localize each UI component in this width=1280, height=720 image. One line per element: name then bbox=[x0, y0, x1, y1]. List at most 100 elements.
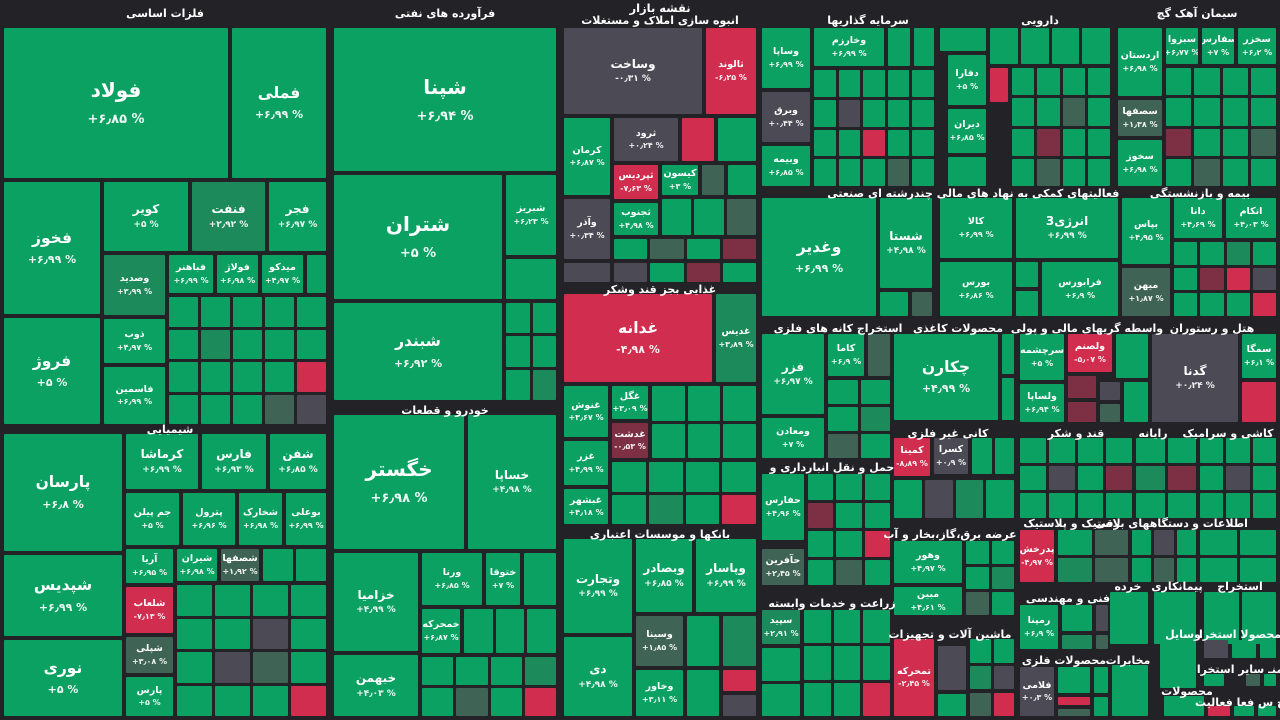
stock-tile-small[interactable] bbox=[682, 118, 714, 161]
stock-tile-small[interactable] bbox=[490, 657, 522, 685]
stock-tile-small[interactable] bbox=[1204, 592, 1239, 644]
stock-tile-small[interactable] bbox=[948, 157, 986, 186]
stock-tile-small[interactable] bbox=[201, 362, 230, 392]
stock-tile-small[interactable] bbox=[1208, 706, 1230, 716]
stock-tile[interactable]: فروژ +۵ % bbox=[4, 318, 100, 424]
stock-tile[interactable]: ولساپا +۶٫۹۴ % bbox=[1020, 384, 1064, 422]
stock-tile-small[interactable] bbox=[201, 394, 230, 424]
stock-tile-small[interactable] bbox=[994, 438, 1014, 474]
stock-tile-small[interactable] bbox=[614, 263, 648, 282]
stock-tile[interactable]: وتجارت +۶٫۹۹ % bbox=[564, 539, 632, 633]
stock-tile-small[interactable] bbox=[1250, 98, 1276, 126]
stock-tile-small[interactable] bbox=[993, 639, 1014, 663]
stock-tile-small[interactable] bbox=[887, 99, 910, 127]
stock-tile-small[interactable] bbox=[912, 99, 934, 127]
stock-tile-small[interactable] bbox=[912, 70, 934, 97]
stock-tile-small[interactable] bbox=[1174, 267, 1198, 291]
stock-tile-small[interactable] bbox=[912, 129, 934, 157]
stock-tile-small[interactable] bbox=[723, 386, 756, 421]
stock-tile[interactable]: سصفها +۱٫۳۸ % bbox=[1118, 100, 1162, 136]
stock-tile-small[interactable] bbox=[1166, 98, 1192, 126]
stock-tile-small[interactable] bbox=[838, 129, 861, 157]
stock-tile-small[interactable] bbox=[297, 362, 326, 392]
stock-tile-small[interactable] bbox=[966, 566, 989, 590]
stock-tile[interactable]: سخوز +۶٫۹۸ % bbox=[1118, 140, 1162, 186]
stock-tile-small[interactable] bbox=[722, 263, 756, 282]
stock-tile-small[interactable] bbox=[215, 585, 250, 616]
stock-tile-small[interactable] bbox=[863, 129, 885, 157]
stock-tile[interactable]: دیران +۶٫۸۵ % bbox=[948, 109, 986, 153]
stock-tile-small[interactable] bbox=[177, 585, 212, 616]
stock-tile-small[interactable] bbox=[253, 618, 288, 649]
stock-tile-small[interactable] bbox=[1087, 68, 1110, 96]
stock-tile[interactable]: دی +۴٫۹۸ % bbox=[564, 637, 632, 716]
stock-tile[interactable]: وصدید +۳٫۹۹ % bbox=[104, 255, 165, 315]
stock-tile-small[interactable] bbox=[887, 70, 910, 97]
stock-tile[interactable]: شیران +۶٫۹۸ % bbox=[177, 549, 217, 581]
stock-tile-small[interactable] bbox=[1241, 592, 1276, 644]
stock-tile[interactable]: کرمان +۶٫۸۷ % bbox=[564, 118, 610, 195]
stock-tile-small[interactable] bbox=[1037, 68, 1060, 96]
stock-tile-small[interactable] bbox=[1166, 68, 1192, 96]
stock-tile-small[interactable] bbox=[265, 394, 294, 424]
stock-tile-small[interactable] bbox=[1250, 128, 1276, 156]
stock-tile-small[interactable] bbox=[938, 694, 966, 716]
stock-tile-small[interactable] bbox=[1252, 293, 1276, 316]
stock-tile[interactable]: بوعلی +۶٫۹۹ % bbox=[286, 493, 326, 545]
stock-tile-small[interactable] bbox=[506, 259, 556, 299]
stock-tile[interactable]: فرابورس +۶٫۹ % bbox=[1042, 262, 1118, 316]
stock-tile-small[interactable] bbox=[1012, 68, 1035, 96]
stock-tile-small[interactable] bbox=[215, 685, 250, 716]
stock-tile-small[interactable] bbox=[1020, 28, 1049, 64]
stock-tile-small[interactable] bbox=[836, 559, 862, 585]
stock-tile[interactable]: فباهنر +۶٫۹۹ % bbox=[169, 255, 213, 293]
stock-tile-small[interactable] bbox=[1258, 706, 1276, 716]
stock-tile-small[interactable] bbox=[1087, 98, 1110, 126]
stock-tile-small[interactable] bbox=[464, 609, 493, 653]
stock-tile[interactable]: وپاسار +۶٫۹۹ % bbox=[696, 539, 756, 612]
stock-tile-small[interactable] bbox=[506, 303, 530, 334]
stock-tile-small[interactable] bbox=[1252, 242, 1276, 265]
stock-tile-small[interactable] bbox=[990, 28, 1018, 64]
stock-tile[interactable]: سفارس+۷ % bbox=[1202, 28, 1234, 64]
stock-tile-small[interactable] bbox=[1012, 158, 1035, 186]
stock-tile-small[interactable] bbox=[1136, 465, 1165, 491]
stock-tile-small[interactable] bbox=[1048, 493, 1075, 518]
stock-tile[interactable]: کالا +۶٫۹۹ % bbox=[940, 198, 1012, 258]
stock-tile-small[interactable] bbox=[1051, 28, 1080, 64]
stock-tile-small[interactable] bbox=[1048, 438, 1075, 463]
stock-tile[interactable]: شبندر +۶٫۹۲ % bbox=[334, 303, 502, 400]
stock-tile-small[interactable] bbox=[1200, 465, 1224, 491]
stock-tile[interactable]: میدکو +۴٫۹۷ % bbox=[262, 255, 303, 293]
stock-tile-small[interactable] bbox=[1252, 493, 1276, 518]
stock-tile-small[interactable] bbox=[1112, 665, 1148, 716]
stock-tile[interactable]: گدنا +۰٫۲۴ % bbox=[1152, 334, 1238, 422]
stock-tile-small[interactable] bbox=[1246, 674, 1260, 686]
stock-tile-small[interactable] bbox=[524, 688, 556, 716]
stock-tile-small[interactable] bbox=[1232, 640, 1256, 658]
stock-tile-small[interactable] bbox=[532, 369, 556, 400]
stock-tile-small[interactable] bbox=[687, 386, 721, 421]
stock-tile-small[interactable] bbox=[169, 394, 198, 424]
stock-tile[interactable]: وساخت -۰٫۳۱ % bbox=[564, 28, 702, 114]
stock-tile[interactable]: سرچشمه +۵ % bbox=[1020, 334, 1064, 380]
stock-tile-small[interactable] bbox=[828, 434, 858, 458]
stock-tile-small[interactable] bbox=[970, 639, 991, 663]
stock-tile-small[interactable] bbox=[1110, 592, 1148, 644]
stock-tile[interactable]: ثجنوب +۴٫۹۸ % bbox=[614, 203, 658, 235]
stock-tile[interactable]: شپنا +۶٫۹۴ % bbox=[334, 28, 556, 171]
stock-tile[interactable]: ولصنم -۵٫۰۷ % bbox=[1068, 334, 1112, 372]
stock-tile-small[interactable] bbox=[1082, 28, 1110, 64]
stock-tile-small[interactable] bbox=[868, 334, 890, 376]
stock-tile-small[interactable] bbox=[966, 592, 989, 615]
stock-tile-small[interactable] bbox=[991, 541, 1014, 564]
stock-tile-small[interactable] bbox=[1200, 293, 1224, 316]
stock-tile[interactable]: اتکام +۴٫۰۳ % bbox=[1226, 198, 1276, 238]
stock-tile-small[interactable] bbox=[1020, 465, 1046, 491]
stock-tile[interactable]: کرماشا +۶٫۹۹ % bbox=[126, 434, 198, 489]
stock-tile-small[interactable] bbox=[966, 541, 989, 564]
stock-tile-small[interactable] bbox=[1160, 640, 1196, 688]
stock-tile-small[interactable] bbox=[652, 423, 685, 458]
stock-tile-small[interactable] bbox=[685, 462, 720, 492]
stock-tile-small[interactable] bbox=[833, 682, 861, 716]
